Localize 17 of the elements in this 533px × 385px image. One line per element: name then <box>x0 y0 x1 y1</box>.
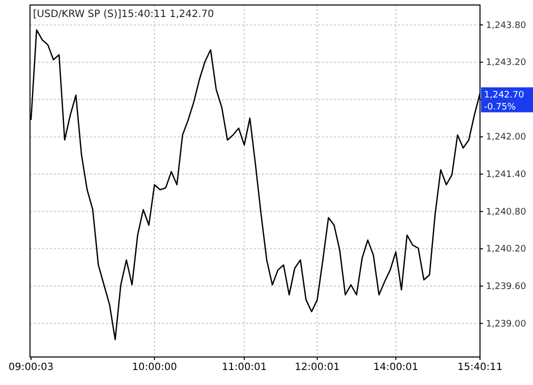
x-tick-label: 09:00:03 <box>8 362 54 374</box>
y-tick-label: 1,243.80 <box>486 20 526 31</box>
y-tick-label: 1,240.20 <box>486 244 526 255</box>
chart-title: [USD/KRW SP (S)]15:40:11 1,242.70 <box>33 9 214 20</box>
y-tick-label: 1,243.20 <box>486 58 526 68</box>
y-tick-label: 1,239.60 <box>486 282 526 292</box>
y-tick-label: 1,239.00 <box>486 319 526 330</box>
y-tick-label: 1,240.80 <box>486 207 526 218</box>
x-tick-label: 12:00:01 <box>294 362 340 374</box>
annotation: 1,242.70 <box>484 90 524 100</box>
y-tick-label: 1,241.40 <box>486 170 526 180</box>
x-tick-label: 11:00:01 <box>222 362 267 374</box>
x-tick-label: 14:00:01 <box>373 362 418 374</box>
y-tick-label: 1,242.00 <box>486 132 526 143</box>
x-tick-label: 15:40:11 <box>458 362 502 374</box>
x-tick-label: 10:00:00 <box>132 362 177 374</box>
annotation: -0.75% <box>484 102 516 112</box>
